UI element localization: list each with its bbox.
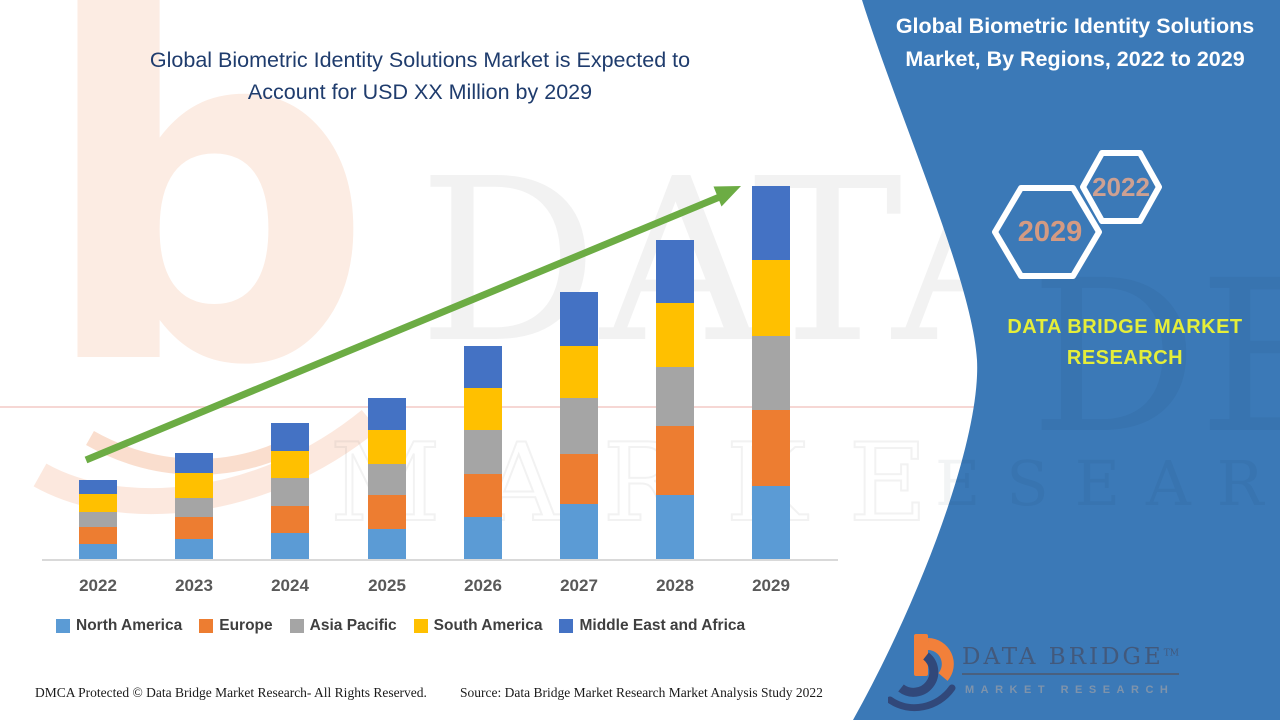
- legend-label: South America: [433, 617, 543, 634]
- legend-item-europe: Europe: [199, 617, 273, 635]
- brand-text-line2: RESEARCH: [1066, 347, 1184, 369]
- legend-swatch: [413, 619, 428, 633]
- panel-title-line2: Market, By Regions, 2022 to 2029: [905, 47, 1245, 71]
- bar-segment-2026-asia-pacific: [464, 430, 502, 474]
- bar-segment-2022-europe: [79, 527, 117, 544]
- bar-segment-2022-asia-pacific: [79, 512, 117, 527]
- hexagon-2022: [1080, 150, 1162, 224]
- x-axis-label-2026: 2026: [464, 576, 502, 595]
- bar-segment-2027-south-america: [560, 346, 598, 398]
- bar-segment-2027-north-america: [560, 504, 598, 560]
- chart-legend: North America Europe Asia Pacific South Ame…: [56, 617, 846, 635]
- x-axis-label-2027: 2027: [560, 576, 598, 595]
- bar-segment-2025-north-america: [368, 529, 406, 560]
- brand-text-line1: DATA BRIDGE MARKET: [1007, 316, 1243, 338]
- bar-segment-2029-south-america: [752, 260, 790, 336]
- year-hexagons: [992, 150, 1162, 279]
- legend-item-asia-pacific: Asia Pacific: [289, 617, 397, 635]
- logo-b-mark: [888, 634, 956, 712]
- x-axis-label-2029: 2029: [752, 576, 790, 595]
- bar-segment-2026-europe: [464, 474, 502, 517]
- hexagon-2029: [992, 185, 1102, 279]
- logo-subtitle: MARKET RESEARCH: [965, 684, 1175, 696]
- bar-segment-2029-europe: [752, 410, 790, 486]
- bar-segment-2024-north-america: [271, 533, 309, 560]
- legend-swatch: [559, 619, 574, 633]
- bar-segment-2023-europe: [175, 517, 213, 539]
- hexagon-2022-label: 2022: [1092, 172, 1150, 202]
- bar-segment-2029-middle-east-and-africa: [752, 186, 790, 260]
- source-note: Source: Data Bridge Market Research Mark…: [460, 685, 823, 700]
- bar-segment-2027-middle-east-and-africa: [560, 292, 598, 346]
- legend-item-middle-east-and-africa: Middle East and Africa: [559, 617, 745, 635]
- bar-segment-2028-north-america: [656, 495, 694, 560]
- legend-item-north-america: North America: [56, 617, 182, 635]
- bar-segment-2027-europe: [560, 454, 598, 504]
- legend-item-south-america: South America: [413, 617, 543, 635]
- legend-swatch: [199, 619, 214, 633]
- bar-segment-2028-europe: [656, 426, 694, 495]
- chart-title: Global Biometric Identity Solutions Mark…: [70, 44, 770, 108]
- x-axis-label-2023: 2023: [175, 576, 213, 595]
- panel-title: Global Biometric Identity Solutions Mark…: [875, 10, 1275, 76]
- bar-segment-2023-north-america: [175, 539, 213, 560]
- bar-segment-2029-asia-pacific: [752, 336, 790, 410]
- legend-label: Europe: [219, 617, 273, 634]
- brand-text: DATA BRIDGE MARKET RESEARCH: [958, 312, 1280, 374]
- bar-segment-2026-middle-east-and-africa: [464, 346, 502, 388]
- legend-label: Asia Pacific: [309, 617, 397, 634]
- x-axis-label-2025: 2025: [368, 576, 406, 595]
- bar-segment-2022-north-america: [79, 544, 117, 560]
- logo-name: DATA BRIDGETM: [962, 644, 1179, 675]
- panel-title-line1: Global Biometric Identity Solutions: [895, 14, 1255, 38]
- x-axis-label-2028: 2028: [656, 576, 694, 595]
- chart-title-line2: Account for USD XX Million by 2029: [247, 80, 593, 104]
- bar-segment-2029-north-america: [752, 486, 790, 560]
- bar-segment-2028-south-america: [656, 303, 694, 367]
- panel-watermark-research: ESEARCH: [935, 447, 1280, 520]
- data-bridge-logo: DATA BRIDGETM MARKET RESEARCH: [888, 628, 1208, 718]
- x-axis-label-2024: 2024: [271, 576, 309, 595]
- dmca-notice: DMCA Protected © Data Bridge Market Rese…: [35, 685, 427, 700]
- blue-panel-shape: [853, 0, 1280, 720]
- logo-tm: TM: [1163, 648, 1179, 659]
- x-axis-line: [42, 559, 838, 561]
- bar-segment-2028-middle-east-and-africa: [656, 240, 694, 303]
- hexagon-2029-label: 2029: [1017, 216, 1083, 248]
- legend-label: North America: [76, 617, 183, 634]
- bar-segment-2027-asia-pacific: [560, 398, 598, 454]
- legend-label: Middle East and Africa: [579, 617, 746, 634]
- x-axis-label-2022: 2022: [79, 576, 117, 595]
- x-axis-labels: 2022 2023 2024 2025 2026 2027 2028 2029: [79, 576, 790, 595]
- bar-segment-2028-asia-pacific: [656, 367, 694, 426]
- chart-title-line1: Global Biometric Identity Solutions Mark…: [149, 48, 691, 72]
- bar-segment-2026-north-america: [464, 517, 502, 560]
- legend-swatch: [289, 619, 304, 633]
- legend-swatch: [56, 619, 70, 633]
- bar-segment-2026-south-america: [464, 388, 502, 430]
